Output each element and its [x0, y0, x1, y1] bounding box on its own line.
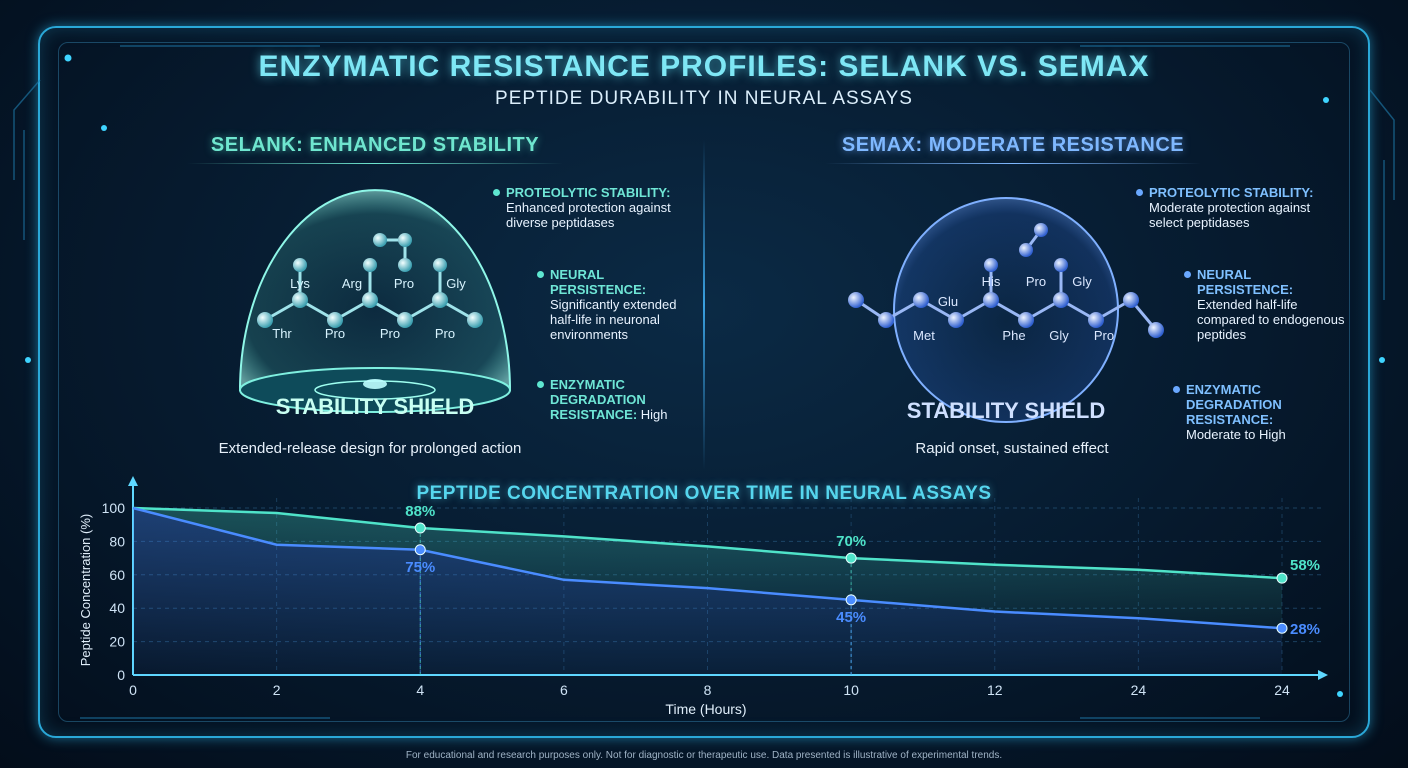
- page-title: ENZYMATIC RESISTANCE PROFILES: SELANK VS…: [258, 50, 1150, 83]
- data-label: 28%: [1290, 621, 1320, 638]
- outer-frame: [38, 26, 1370, 738]
- x-tick-label: 4: [416, 682, 424, 698]
- selank-annotation-persistence: NEURAL PERSISTENCE: Significantly extende…: [550, 267, 677, 342]
- semax-annotation-proteolytic: PROTEOLYTIC STABILITY: Moderate protectio…: [1149, 185, 1314, 230]
- x-tick-label: 2: [273, 682, 281, 698]
- y-tick-label: 60: [109, 567, 125, 583]
- shield-label: STABILITY SHIELD: [276, 394, 474, 419]
- selank-caption: Extended-release design for prolonged ac…: [218, 440, 522, 457]
- selank-annotation-proteolytic: PROTEOLYTIC STABILITY: Enhanced protectio…: [506, 185, 671, 230]
- residue-label: His: [982, 274, 1001, 289]
- residue-label: Gly: [1072, 274, 1092, 289]
- annotation-dot: [1136, 189, 1143, 196]
- panel-divider: [703, 140, 705, 470]
- residue-label: Pro: [325, 326, 345, 341]
- x-axis-label: Time (Hours): [665, 701, 746, 717]
- y-tick-label: 0: [117, 667, 125, 683]
- selank-molecule-illustration: Lys Arg Pro Gly Thr Pro Pro Pro STABILIT…: [238, 189, 512, 419]
- footer-disclaimer: For educational and research purposes on…: [405, 750, 1003, 761]
- shield-label: STABILITY SHIELD: [907, 398, 1105, 423]
- chart-title: PEPTIDE CONCENTRATION OVER TIME IN NEURA…: [416, 483, 992, 504]
- data-point: [845, 594, 857, 606]
- x-tick-label: 12: [987, 682, 1003, 698]
- residue-label: Pro: [1026, 274, 1046, 289]
- series-line: [132, 506, 1283, 630]
- inner-frame: [58, 42, 1350, 722]
- semax-caption: Rapid onset, sustained effect: [915, 440, 1109, 457]
- x-tick-label: 0: [129, 682, 137, 698]
- data-label: 88%: [405, 503, 435, 520]
- y-axis-label: Peptide Concentration (%): [78, 514, 93, 666]
- data-point: [414, 544, 426, 556]
- selank-area: [133, 508, 1282, 629]
- semax-molecule-illustration: Glu His Pro Gly Met Phe Gly Pro STABILIT…: [848, 197, 1164, 423]
- selank-annotation-resistance: ENZYMATIC DEGRADATION RESISTANCE: High: [550, 377, 668, 422]
- semax-heading: SEMAX: MODERATE RESISTANCE: [778, 132, 1248, 164]
- residue-label: Arg: [342, 276, 362, 291]
- data-label: 58%: [1290, 557, 1320, 574]
- residue-label: Gly: [446, 276, 466, 291]
- selank-heading: SELANK: ENHANCED STABILITY: [140, 132, 610, 164]
- y-tick-label: 100: [102, 500, 126, 516]
- residue-label: Pro: [380, 326, 400, 341]
- annotation-dot: [1173, 386, 1180, 393]
- residue-label: Glu: [938, 294, 958, 309]
- data-label: 70%: [836, 533, 866, 550]
- x-axis-arrow: [1318, 670, 1328, 680]
- residue-label: Pro: [435, 326, 455, 341]
- y-tick-label: 80: [109, 533, 125, 549]
- data-point: [1276, 572, 1288, 584]
- semax-annotation-persistence: NEURAL PERSISTENCE: Extended half-life co…: [1197, 267, 1345, 342]
- data-label: 45%: [836, 609, 866, 626]
- y-tick-label: 40: [109, 600, 125, 616]
- series-line: [132, 506, 1283, 580]
- x-tick-label: 24: [1131, 682, 1147, 698]
- semax-annotation-resistance: ENZYMATIC DEGRADATION RESISTANCE: Moderat…: [1186, 382, 1286, 442]
- data-point: [414, 522, 426, 534]
- annotation-dot: [537, 381, 544, 388]
- data-point: [845, 552, 857, 564]
- annotation-dot: [1184, 271, 1191, 278]
- page-subtitle: PEPTIDE DURABILITY IN NEURAL ASSAYS: [495, 88, 913, 109]
- residue-label: Thr: [272, 326, 292, 341]
- residue-label: Pro: [394, 276, 414, 291]
- x-tick-label: 24: [1274, 682, 1290, 698]
- y-axis-arrow: [128, 476, 138, 486]
- data-point: [1276, 622, 1288, 634]
- x-tick-label: 6: [560, 682, 568, 698]
- x-tick-label: 10: [843, 682, 859, 698]
- residue-label: Gly: [1049, 328, 1069, 343]
- data-label: 75%: [405, 559, 435, 576]
- residue-label: Lys: [290, 276, 310, 291]
- residue-label: Pro: [1094, 328, 1114, 343]
- dome-shape: [238, 189, 512, 391]
- annotation-dot: [493, 189, 500, 196]
- residue-label: Phe: [1002, 328, 1025, 343]
- residue-label: Met: [913, 328, 935, 343]
- annotation-dot: [537, 271, 544, 278]
- x-tick-label: 8: [704, 682, 712, 698]
- y-tick-label: 20: [109, 634, 125, 650]
